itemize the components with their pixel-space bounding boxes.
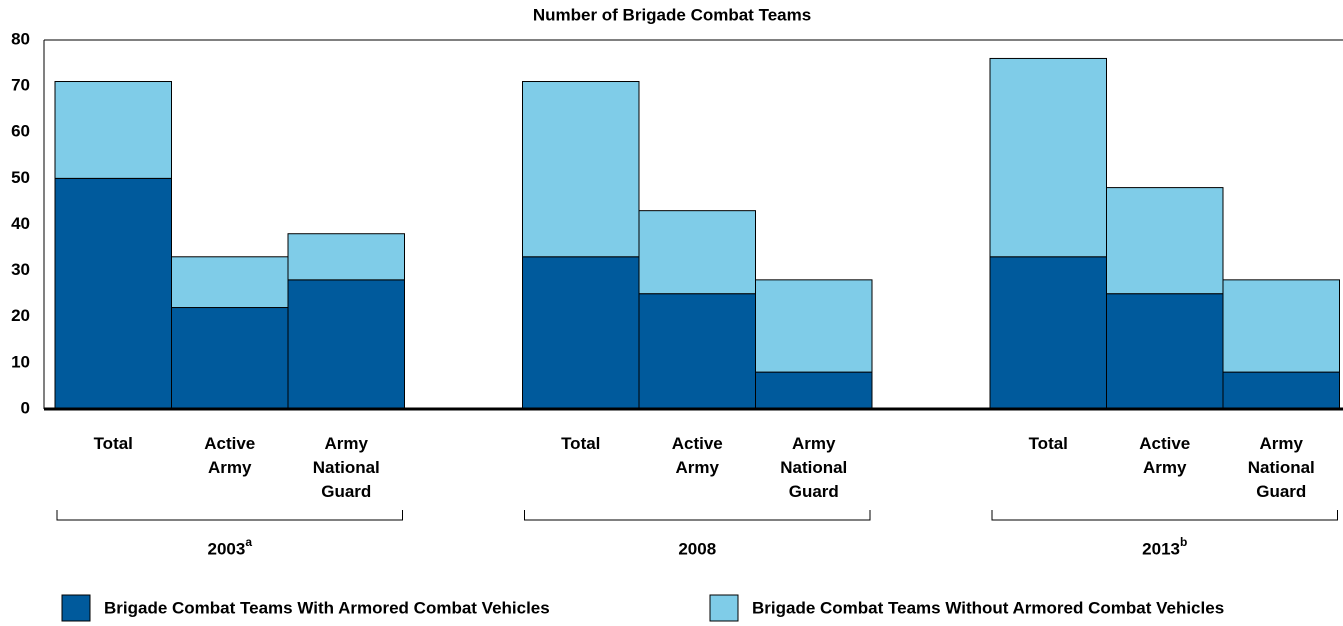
bar-segment <box>522 256 640 410</box>
y-tick-label: 10 <box>11 352 30 371</box>
bar-segment <box>989 57 1107 258</box>
bar-segment <box>54 177 172 410</box>
x-tick-label: Active Army <box>204 434 255 477</box>
x-tick-label: Army National Guard <box>1248 434 1315 501</box>
group-label: 2008 <box>678 539 716 558</box>
y-tick-label: 50 <box>11 168 30 187</box>
group-label: 2003a <box>207 535 252 558</box>
y-tick-label: 0 <box>21 398 30 417</box>
y-tick-label: 80 <box>11 29 30 48</box>
x-tick-label: Total <box>94 434 133 453</box>
group-note: a <box>245 535 252 549</box>
group-label: 2013b <box>1142 535 1187 558</box>
legend-label: Brigade Combat Teams Without Armored Com… <box>752 598 1224 617</box>
y-tick-label: 60 <box>11 122 30 141</box>
y-tick-label: 20 <box>11 306 30 325</box>
bar-segment <box>638 210 756 295</box>
bar-segment <box>755 371 873 410</box>
x-tick-label: Total <box>561 434 600 453</box>
group-note: b <box>1180 535 1187 549</box>
group-bracket <box>524 510 871 521</box>
bar-segment <box>1106 187 1224 295</box>
legend-swatch <box>61 594 91 622</box>
bar-segment <box>1106 293 1224 410</box>
bar-segment <box>287 233 405 281</box>
x-tick-label: Total <box>1029 434 1068 453</box>
bar-segment <box>171 256 289 309</box>
y-tick-label: 30 <box>11 260 30 279</box>
bar-segment <box>989 256 1107 410</box>
bar-segment <box>755 279 873 373</box>
y-tick-label: 40 <box>11 214 30 233</box>
bar-segment <box>1222 371 1340 410</box>
x-tick-label: Active Army <box>1139 434 1190 477</box>
y-tick-label: 70 <box>11 76 30 95</box>
bar-segment <box>522 81 640 258</box>
bar-segment <box>638 293 756 410</box>
x-tick-label: Active Army <box>672 434 723 477</box>
bar-segment <box>54 81 172 179</box>
bar-segment <box>171 307 289 410</box>
legend-label: Brigade Combat Teams With Armored Combat… <box>104 598 550 617</box>
group-bracket <box>991 510 1338 521</box>
bar-segment <box>287 279 405 410</box>
x-tick-label: Army National Guard <box>780 434 847 501</box>
legend-swatch <box>709 594 739 622</box>
chart-title: Number of Brigade Combat Teams <box>533 5 811 24</box>
bar-segment <box>1222 279 1340 373</box>
x-tick-label: Army National Guard <box>313 434 380 501</box>
group-bracket <box>56 510 403 521</box>
